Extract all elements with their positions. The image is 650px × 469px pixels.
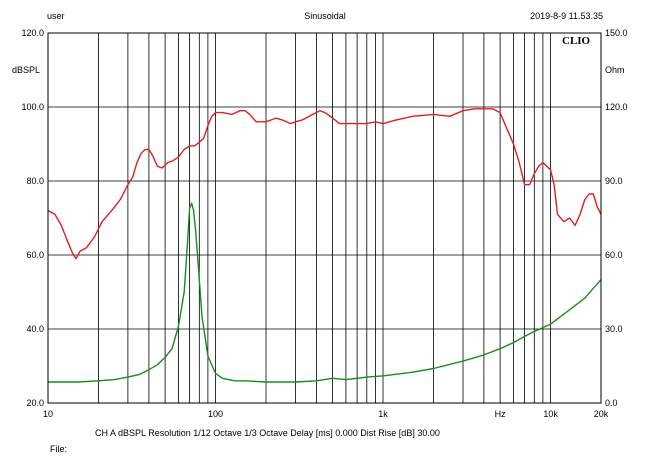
header-mode: Sinusoidal — [304, 11, 346, 21]
x-tick-label: 100 — [208, 409, 223, 419]
x-tick-label: 20k — [594, 409, 609, 419]
x-tick-label: 10 — [43, 409, 53, 419]
y-left-tick-label: 120.0 — [21, 28, 44, 38]
header-user: user — [47, 11, 65, 21]
y-right-tick-label: 60.0 — [605, 250, 623, 260]
y-right-tick-label: 90.0 — [605, 176, 623, 186]
y-right-tick-label: 150.0 — [605, 28, 628, 38]
y-left-tick-label: 80.0 — [26, 176, 44, 186]
y-left-label: dBSPL — [12, 65, 40, 75]
file-label: File: — [50, 444, 68, 454]
tick-labels: 20.0 40.0 60.0 80.0 100.0 120.0 0.0 30.0 60.0 90.… — [21, 28, 627, 419]
y-left-tick-label: 100.0 — [21, 102, 44, 112]
measurement-settings: CH A dBSPL Resolution 1/12 Octave 1/3 Oc… — [95, 428, 440, 438]
y-right-tick-label: 30.0 — [605, 324, 623, 334]
curves — [47, 108, 602, 383]
header-datetime: 2019-8-9 11.53.35 — [530, 11, 603, 21]
spl-curve — [47, 108, 602, 260]
y-right-tick-label: 0.0 — [605, 398, 618, 408]
plot-frame — [47, 32, 602, 404]
x-tick-label: 10k — [543, 409, 558, 419]
y-left-tick-label: 60.0 — [26, 250, 44, 260]
clio-logo: CLIO — [562, 35, 591, 47]
y-right-tick-label: 120.0 — [605, 102, 628, 112]
y-left-tick-label: 40.0 — [26, 324, 44, 334]
y-right-label: Ohm — [605, 65, 625, 75]
y-left-tick-label: 20.0 — [26, 398, 44, 408]
impedance-curve — [48, 202, 602, 383]
x-tick-label: 1k — [378, 409, 388, 419]
grid-lines — [48, 33, 601, 403]
x-tick-label: Hz — [495, 409, 506, 419]
